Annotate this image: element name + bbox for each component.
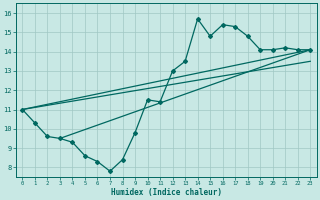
X-axis label: Humidex (Indice chaleur): Humidex (Indice chaleur)	[111, 188, 222, 197]
